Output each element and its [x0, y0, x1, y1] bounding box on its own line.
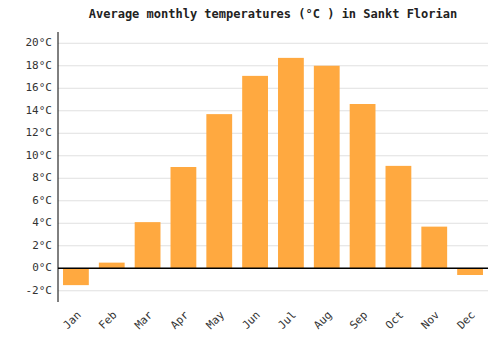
grid-line	[58, 178, 488, 179]
x-tick-label: Feb	[96, 309, 119, 332]
bar	[99, 263, 125, 269]
bar	[457, 268, 483, 275]
grid-line	[58, 110, 488, 111]
grid-line	[58, 200, 488, 201]
x-tick-label: Dec	[455, 309, 478, 332]
x-tick-label: Jul	[275, 309, 298, 332]
grid-line	[58, 223, 488, 224]
x-tick-label: Mar	[132, 308, 156, 332]
x-tick-label: Nov	[419, 308, 443, 332]
zero-line	[58, 268, 488, 270]
grid-line	[58, 88, 488, 89]
grid-line	[58, 290, 488, 291]
x-tick-label: Jan	[60, 309, 83, 332]
y-tick-label: 14°C	[26, 104, 53, 117]
bar	[135, 222, 161, 268]
bar	[171, 167, 197, 268]
grid-line	[58, 43, 488, 44]
y-tick-label: 12°C	[26, 126, 53, 139]
x-tick-label: Aug	[311, 309, 334, 332]
y-tick-label: 16°C	[26, 81, 53, 94]
x-tick-label: Jun	[240, 309, 263, 332]
bar	[242, 76, 268, 268]
y-tick-label: 6°C	[32, 194, 52, 207]
y-axis-line	[58, 32, 59, 302]
bar	[386, 166, 412, 268]
y-tick-label: -2°C	[26, 284, 53, 297]
grid-line	[58, 268, 488, 269]
y-tick-label: 4°C	[32, 216, 52, 229]
y-tick-label: 10°C	[26, 149, 53, 162]
x-tick-label: Sep	[347, 309, 370, 332]
grid-line	[58, 133, 488, 134]
bar	[63, 268, 89, 285]
y-tick-label: 0°C	[32, 261, 52, 274]
bar	[206, 114, 232, 268]
x-tick-label: Apr	[168, 308, 192, 332]
y-axis-ticks: -2°C 0°C 2°C 4°C 6°C 8°C 10°C 12°C 14°C 16°C 18°C 2…	[26, 36, 53, 297]
y-tick-label: 18°C	[26, 59, 53, 72]
grid-line	[58, 65, 488, 66]
y-tick-label: 8°C	[32, 171, 52, 184]
bars	[63, 58, 483, 285]
bar	[350, 104, 376, 268]
bar	[314, 66, 340, 269]
grid	[58, 43, 488, 291]
x-tick-label: May	[204, 308, 228, 332]
y-tick-label: 2°C	[32, 239, 52, 252]
x-axis-ticks: Jan Feb Mar Apr May Jun Jul Aug Sep Oct Nov Dec	[60, 308, 477, 332]
chart: -2°C 0°C 2°C 4°C 6°C 8°C 10°C 12°C 14°C 16°C 18°C 2…	[0, 0, 500, 350]
title: Average monthly temperatures (°C ) in Sa…	[89, 7, 457, 21]
x-tick-label: Oct	[383, 309, 406, 332]
bar	[278, 58, 304, 268]
bar	[421, 227, 447, 269]
y-tick-label: 20°C	[26, 36, 53, 49]
grid-line	[58, 155, 488, 156]
